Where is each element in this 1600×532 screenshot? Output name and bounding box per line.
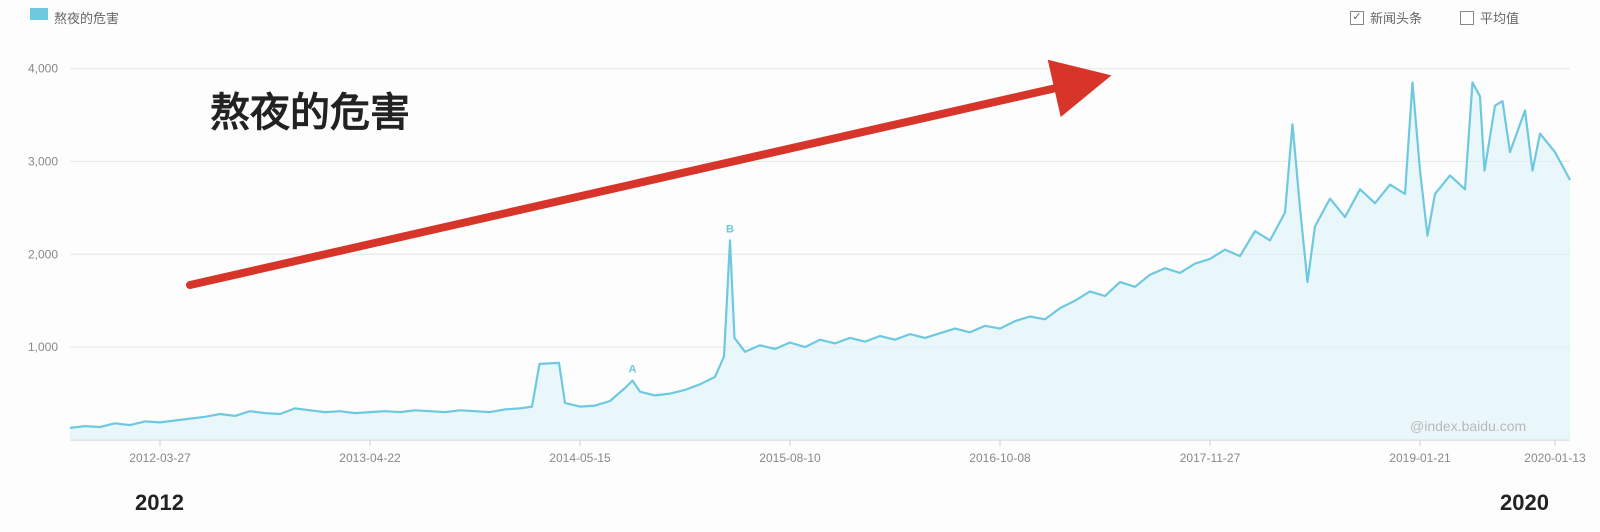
x-axis-label: 2019-01-21	[1389, 451, 1451, 465]
series-marker-B: B	[726, 223, 734, 235]
legend-swatch	[30, 8, 48, 20]
checkbox-box[interactable]	[1460, 11, 1474, 25]
x-axis-label: 2016-10-08	[969, 451, 1031, 465]
overlay-title: 熬夜的危害	[210, 80, 410, 138]
y-axis-label: 2,000	[28, 247, 58, 261]
average-checkbox[interactable]: 平均值	[1460, 8, 1519, 27]
year-end-label: 2020	[1500, 490, 1549, 516]
x-axis-label: 2017-11-27	[1180, 451, 1241, 465]
year-start-label: 2012	[135, 490, 184, 516]
y-axis-label: 3,000	[28, 154, 58, 168]
checkbox-label: 平均值	[1480, 8, 1519, 27]
watermark-text: @index.baidu.com	[1410, 418, 1526, 434]
y-axis-label: 1,000	[28, 340, 58, 354]
y-axis-label: 4,000	[28, 62, 58, 76]
checkbox-label: 新闻头条	[1370, 8, 1422, 27]
x-axis-label: 2013-04-22	[339, 451, 401, 465]
x-axis-label: 2015-08-10	[759, 451, 821, 465]
news-headlines-checkbox[interactable]: ✓ 新闻头条	[1350, 8, 1422, 27]
x-axis-label: 2020-01-13	[1524, 451, 1586, 465]
chart-container: 1,000 2,000 3,000 4,000 2012-03-27 2013-04-22…	[0, 0, 1600, 532]
legend-label: 熬夜的危害	[54, 8, 119, 27]
x-axis-label: 2012-03-27	[129, 451, 191, 465]
checkbox-box[interactable]: ✓	[1350, 11, 1364, 25]
series-marker-A: A	[629, 364, 637, 376]
x-axis-label: 2014-05-15	[549, 451, 611, 465]
